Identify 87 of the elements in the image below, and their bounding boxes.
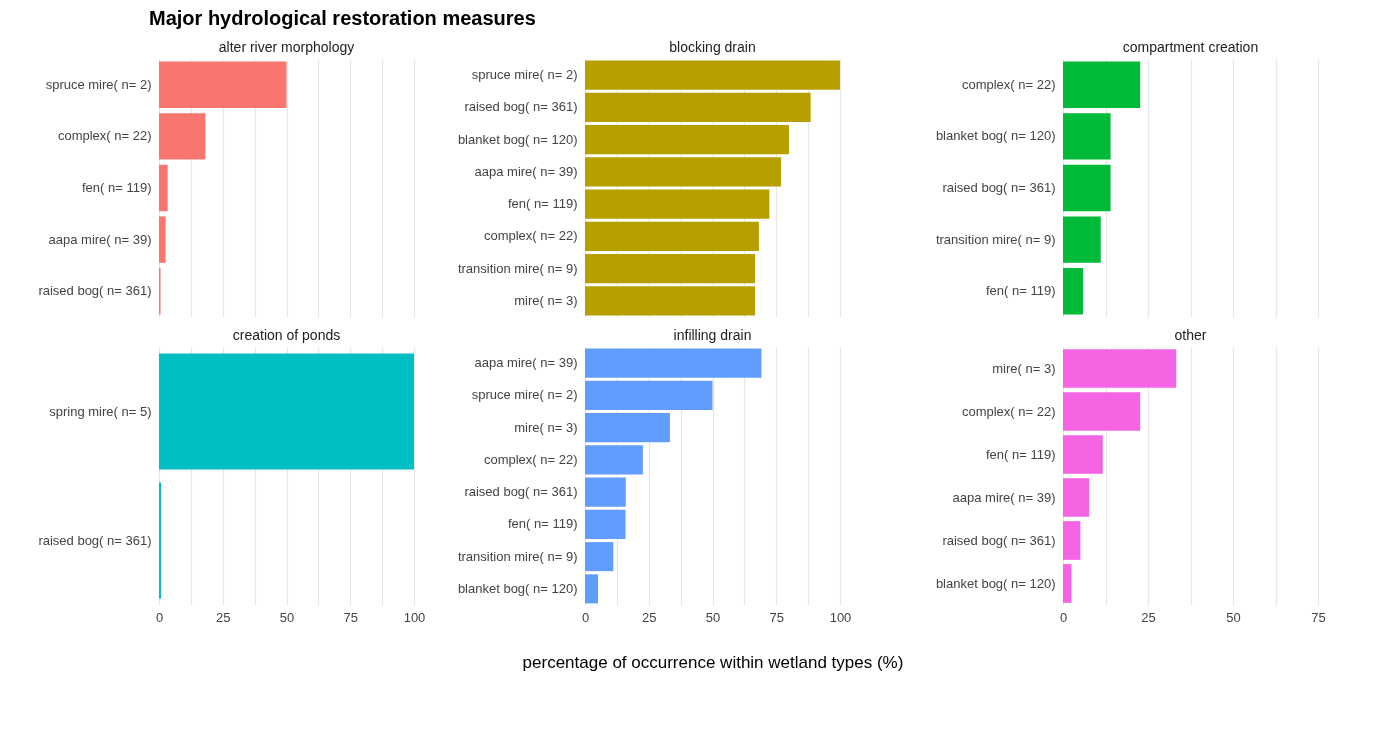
x-tick-label: 25 <box>1141 609 1156 625</box>
x-tick-label: 50 <box>1226 609 1241 625</box>
x-tick-label: 50 <box>279 609 295 625</box>
bar <box>1063 564 1072 603</box>
y-tick-label: blanket bog( n= 120) <box>457 131 578 147</box>
bar <box>585 286 756 316</box>
y-tick-label: fen( n= 119) <box>81 180 152 195</box>
y-tick-label: complex( n= 22) <box>961 403 1056 419</box>
bar <box>1063 392 1141 431</box>
y-tick-label: complex( n= 22) <box>57 128 152 144</box>
y-tick-label: complex( n= 22) <box>483 451 578 467</box>
y-tick-label: aapa mire( n= 39) <box>474 163 578 179</box>
x-tick-label: 75 <box>343 609 358 625</box>
y-tick-label: mire( n= 3) <box>514 419 578 435</box>
x-tick-label: 100 <box>403 609 426 625</box>
y-tick-label: fen( n= 119) <box>507 196 578 212</box>
bar <box>585 157 782 187</box>
y-tick-label: blanket bog( n= 120) <box>457 580 578 596</box>
bar <box>585 92 811 122</box>
x-axis-title: percentage of occurrence within wetland types (%) <box>522 652 904 672</box>
x-tick-label: 50 <box>705 609 721 625</box>
y-tick-label: mire( n= 3) <box>514 292 578 308</box>
y-tick-label: complex( n= 22) <box>961 76 1056 92</box>
bar <box>1063 164 1111 212</box>
chart-title: blocking drain <box>669 39 756 55</box>
bar <box>1063 267 1084 315</box>
y-tick-label: raised bog( n= 361) <box>38 283 152 299</box>
x-tick-label: 0 <box>1059 609 1068 625</box>
text: Major hydrological restoration measures <box>149 7 536 29</box>
bar <box>1063 478 1090 517</box>
y-tick-label: spruce mire( n= 2) <box>471 387 578 403</box>
bar <box>585 445 643 475</box>
bar <box>585 477 626 507</box>
chart-title: infilling drain <box>673 327 752 343</box>
bar <box>1063 435 1103 474</box>
y-tick-label: aapa mire( n= 39) <box>952 489 1056 505</box>
bar <box>159 113 206 160</box>
x-tick-label: 25 <box>642 609 657 625</box>
y-tick-label: aapa mire( n= 39) <box>48 231 152 247</box>
y-tick-label: mire( n= 3) <box>992 360 1056 376</box>
bar <box>1063 349 1177 388</box>
bar <box>1063 521 1081 560</box>
y-tick-label: aapa mire( n= 39) <box>474 355 578 371</box>
bar <box>585 542 614 572</box>
y-tick-label: complex( n= 22) <box>483 228 578 244</box>
bar <box>585 380 713 410</box>
chart-title: other <box>1174 327 1207 343</box>
x-tick-label: 0 <box>581 609 590 625</box>
y-tick-label: spruce mire( n= 2) <box>471 67 578 83</box>
y-tick-label: fen( n= 119) <box>507 516 578 532</box>
x-tick-label: 0 <box>155 609 164 625</box>
y-tick-label: spring mire( n= 5) <box>49 403 152 419</box>
bar <box>585 221 759 251</box>
x-tick-label: 75 <box>1311 609 1326 625</box>
bar <box>585 348 762 378</box>
bar <box>1063 216 1101 263</box>
x-tick-label: 100 <box>829 609 852 625</box>
chart-title: compartment creation <box>1122 39 1259 55</box>
x-tick-label: 25 <box>216 609 231 625</box>
x-tick-label: 75 <box>769 609 784 625</box>
bar <box>159 164 168 212</box>
y-tick-label: spruce mire( n= 2) <box>45 76 152 92</box>
y-tick-label: transition mire( n= 9) <box>935 231 1056 247</box>
bar <box>1063 61 1141 109</box>
y-tick-label: raised bog( n= 361) <box>464 484 578 500</box>
bar <box>159 216 166 263</box>
bar <box>1063 113 1111 160</box>
y-tick-label: fen( n= 119) <box>985 446 1056 462</box>
bar <box>159 61 287 109</box>
chart-title: creation of ponds <box>232 327 341 343</box>
y-tick-label: transition mire( n= 9) <box>457 548 578 564</box>
y-tick-label: blanket bog( n= 120) <box>935 128 1056 144</box>
bar <box>585 125 789 155</box>
y-tick-label: raised bog( n= 361) <box>464 99 578 115</box>
y-tick-label: raised bog( n= 361) <box>942 180 1056 195</box>
y-tick-label: transition mire( n= 9) <box>457 260 578 276</box>
bar <box>585 189 770 219</box>
bar <box>585 254 756 284</box>
y-tick-label: raised bog( n= 361) <box>38 532 152 548</box>
y-tick-label: blanket bog( n= 120) <box>935 575 1056 591</box>
bar <box>585 509 626 539</box>
bar <box>585 60 840 90</box>
y-tick-label: fen( n= 119) <box>985 283 1056 299</box>
y-tick-label: raised bog( n= 361) <box>942 532 1056 548</box>
chart-title: alter river morphology <box>218 39 355 55</box>
bar <box>585 574 599 604</box>
bar <box>585 413 670 443</box>
